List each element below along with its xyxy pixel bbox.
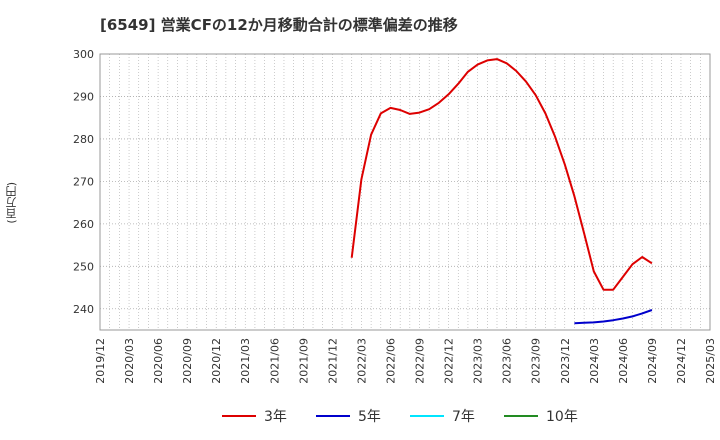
y-tick-label: 290 [73,90,94,103]
x-tick-label: 2019/12 [94,338,107,384]
x-tick-label: 2021/12 [326,338,339,384]
x-tick-label: 2023/06 [501,338,514,384]
x-tick-label: 2020/03 [123,338,136,384]
x-tick-label: 2021/03 [239,338,252,384]
legend-item-7y: 7年 [410,404,475,428]
x-tick-label: 2025/03 [704,338,717,384]
legend-item-5y: 5年 [316,404,381,428]
x-tick-label: 2020/12 [210,338,223,384]
chart-legend: 3年 5年 7年 10年 [0,404,720,428]
x-tick-label: 2024/03 [588,338,601,384]
legend-swatch-10y [504,415,538,417]
y-tick-label: 250 [73,260,94,273]
y-tick-label: 260 [73,218,94,231]
y-tick-label: 240 [73,303,94,316]
legend-item-3y: 3年 [222,404,287,428]
y-tick-label: 280 [73,133,94,146]
x-tick-label: 2022/12 [443,338,456,384]
x-tick-label: 2022/09 [414,338,427,384]
x-tick-label: 2024/06 [617,338,630,384]
y-tick-label: 300 [73,48,94,61]
series-line-3y [350,58,653,291]
x-tick-label: 2023/12 [559,338,572,384]
chart-title: [6549] 営業CFの12か月移動合計の標準偏差の推移 [100,16,458,34]
legend-item-10y: 10年 [504,404,578,428]
x-tick-label: 2021/09 [297,338,310,384]
y-tick-label: 270 [73,175,94,188]
x-tick-label: 2021/06 [268,338,281,384]
x-tick-label: 2022/03 [355,338,368,384]
x-tick-label: 2020/06 [152,338,165,384]
x-tick-label: 2022/06 [384,338,397,384]
x-tick-label: 2024/12 [675,338,688,384]
legend-label-3y: 3年 [264,409,287,425]
series-line-5y [574,309,653,325]
x-tick-label: 2023/03 [472,338,485,384]
x-tick-label: 2024/09 [646,338,659,384]
legend-label-7y: 7年 [452,409,475,425]
legend-swatch-7y [410,415,444,417]
legend-swatch-5y [316,415,350,417]
legend-swatch-3y [222,415,256,417]
x-tick-label: 2020/09 [181,338,194,384]
line-chart: 240 250 260 270 280 290 300 2019/12 2020/03 2020/… [73,48,717,384]
plot-frame [99,53,711,331]
x-tick-label: 2023/09 [530,338,543,384]
legend-label-5y: 5年 [358,409,381,425]
legend-label-10y: 10年 [546,409,578,425]
